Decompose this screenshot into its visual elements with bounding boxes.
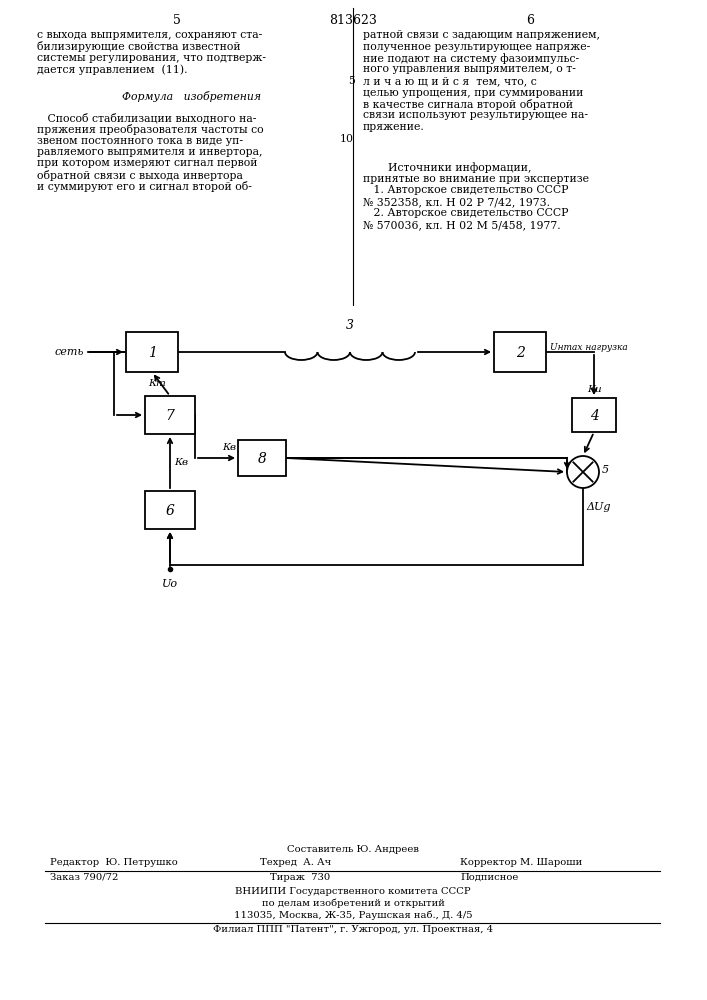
Text: 5: 5 [602,465,609,475]
Circle shape [567,456,599,488]
Bar [572,398,616,432]
Text: системы регулирования, что подтверж-: системы регулирования, что подтверж- [37,53,266,63]
Text: 4: 4 [590,409,598,423]
Text: сеть: сеть [55,347,84,357]
Text: Кт: Кт [148,379,166,388]
Text: Техред  А. Ач: Техред А. Ач [260,858,332,867]
Text: при котором измеряют сигнал первой: при котором измеряют сигнал первой [37,158,257,168]
Text: пряжения преобразователя частоты со: пряжения преобразователя частоты со [37,124,264,135]
Bar [145,396,195,434]
Text: ВНИИПИ Государственного комитета СССР: ВНИИПИ Государственного комитета СССР [235,887,471,896]
Text: 1: 1 [148,346,156,360]
Text: № 570036, кл. Н 02 М 5/458, 1977.: № 570036, кл. Н 02 М 5/458, 1977. [363,220,561,230]
Text: 6: 6 [526,14,534,27]
Text: Корректор М. Шароши: Корректор М. Шароши [460,858,583,867]
Text: 5: 5 [173,14,181,27]
Text: Филиал ППП "Патент", г. Ужгород, ул. Проектная, 4: Филиал ППП "Патент", г. Ужгород, ул. Про… [213,925,493,934]
Bar [126,332,178,372]
Text: по делам изобретений и открытий: по делам изобретений и открытий [262,899,445,908]
Text: ного управления выпрямителем, о т-: ного управления выпрямителем, о т- [363,64,576,75]
Text: пряжение.: пряжение. [363,122,425,132]
Text: 813623: 813623 [329,14,377,27]
Text: Источники информации,: Источники информации, [388,162,532,173]
Text: 10: 10 [340,133,354,143]
Text: с выхода выпрямителя, сохраняют ста-: с выхода выпрямителя, сохраняют ста- [37,30,262,40]
Text: Редактор  Ю. Петрушко: Редактор Ю. Петрушко [50,858,177,867]
Text: ние подают на систему фазоимпульс-: ние подают на систему фазоимпульс- [363,53,579,64]
Text: в качестве сигнала второй обратной: в качестве сигнала второй обратной [363,99,573,110]
Text: обратной связи с выхода инвертора: обратной связи с выхода инвертора [37,170,243,181]
Text: 3: 3 [346,319,354,332]
Text: Uнmax нагрузка: Uнmax нагрузка [550,342,628,352]
Text: Составитель Ю. Андреев: Составитель Ю. Андреев [287,845,419,854]
Text: 5: 5 [348,76,355,86]
Text: и суммируют его и сигнал второй об-: и суммируют его и сигнал второй об- [37,182,252,192]
Text: звеном постоянного тока в виде уп-: звеном постоянного тока в виде уп- [37,135,243,145]
Text: 1. Авторское свидетельство СССР: 1. Авторское свидетельство СССР [363,185,568,195]
Text: № 352358, кл. Н 02 Р 7/42, 1973.: № 352358, кл. Н 02 Р 7/42, 1973. [363,197,550,207]
Text: равляемого выпрямителя и инвертора,: равляемого выпрямителя и инвертора, [37,147,262,157]
Text: 6: 6 [165,504,175,518]
Text: Ки: Ки [587,385,602,394]
Text: 8: 8 [257,452,267,466]
Text: Формула   изобретения: Формула изобретения [122,92,262,103]
Text: 7: 7 [165,409,175,423]
Text: 2. Авторское свидетельство СССР: 2. Авторское свидетельство СССР [363,208,568,218]
Text: Тираж  730: Тираж 730 [270,873,330,882]
Text: ратной связи с задающим напряжением,: ратной связи с задающим напряжением, [363,30,600,40]
Text: л и ч а ю щ и й с я  тем, что, с: л и ч а ю щ и й с я тем, что, с [363,76,537,86]
Text: связи используют результирующее на-: связи используют результирующее на- [363,110,588,120]
Bar [238,440,286,476]
Text: Подписное: Подписное [460,873,518,882]
Text: целью упрощения, при суммировании: целью упрощения, при суммировании [363,88,583,98]
Text: принятые во внимание при экспертизе: принятые во внимание при экспертизе [363,174,589,184]
Text: 2: 2 [515,346,525,360]
Bar [494,332,546,372]
Text: полученное результирующее напряже-: полученное результирующее напряже- [363,41,590,51]
Text: Кв: Кв [174,458,188,467]
Text: Uо: Uо [162,579,178,589]
Text: 113035, Москва, Ж-35, Раушская наб., Д. 4/5: 113035, Москва, Ж-35, Раушская наб., Д. … [234,911,472,920]
Text: Способ стабилизации выходного на-: Способ стабилизации выходного на- [37,112,257,123]
Text: ΔUg: ΔUg [586,502,611,512]
Text: Заказ 790/72: Заказ 790/72 [50,873,118,882]
Text: билизирующие свойства известной: билизирующие свойства известной [37,41,240,52]
Text: дается управлением  (11).: дается управлением (11). [37,64,187,75]
Bar [145,491,195,529]
Text: Кв: Кв [222,444,236,452]
